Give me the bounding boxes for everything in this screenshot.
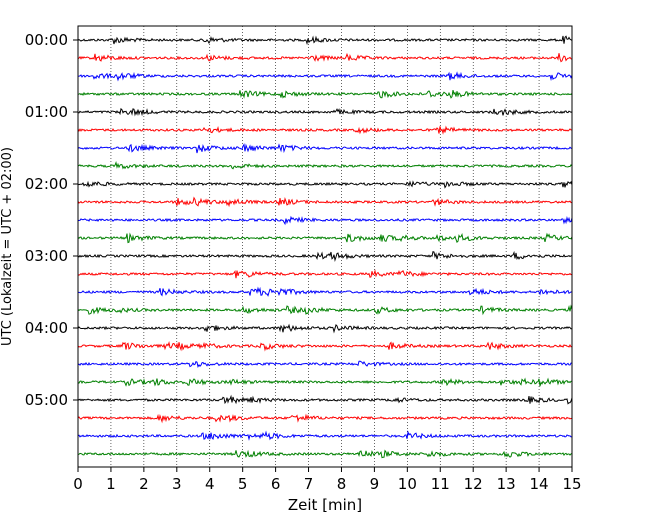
grid-lines (111, 26, 539, 467)
x-tick-label: 12 (464, 475, 483, 493)
trace-17 (78, 325, 572, 332)
trace-18 (78, 342, 572, 349)
x-tick-label: 15 (562, 475, 581, 493)
trace-16 (78, 306, 572, 314)
x-tick-label: 14 (530, 475, 549, 493)
trace-15 (78, 288, 572, 295)
x-tick-label: 0 (73, 475, 83, 493)
y-tick-label: 04:00 (25, 319, 68, 337)
trace-14 (78, 271, 572, 279)
y-tick-label: 00:00 (25, 31, 68, 49)
trace-13 (78, 252, 572, 260)
trace-10 (78, 198, 572, 206)
x-tick-label: 3 (172, 475, 182, 493)
trace-1 (78, 36, 572, 44)
plot-frame (78, 26, 572, 467)
y-axis-label: UTC (Lokalzeit = UTC + 02:00) (0, 147, 15, 346)
trace-3 (78, 73, 572, 80)
trace-23 (78, 432, 572, 439)
trace-9 (78, 182, 572, 188)
y-tick-label: 05:00 (25, 391, 68, 409)
trace-5 (78, 109, 572, 116)
trace-6 (78, 126, 572, 133)
x-tick-label: 5 (238, 475, 248, 493)
x-tick-label: 6 (271, 475, 281, 493)
x-axis-ticks: 0 1 2 3 4 5 6 7 8 9 10 11 12 13 14 15 (73, 467, 581, 493)
trace-7 (78, 145, 572, 153)
trace-20 (78, 379, 572, 387)
trace-12 (78, 234, 572, 243)
trace-8 (78, 163, 572, 169)
trace-19 (78, 361, 572, 366)
y-tick-label: 03:00 (25, 247, 68, 265)
trace-11 (78, 217, 572, 224)
x-tick-label: 8 (337, 475, 347, 493)
x-axis-label: Zeit [min] (288, 496, 362, 514)
x-tick-label: 11 (431, 475, 450, 493)
x-tick-label: 10 (398, 475, 417, 493)
trace-21 (78, 396, 572, 404)
trace-2 (78, 53, 572, 61)
trace-24 (78, 450, 572, 457)
seismic-traces (78, 36, 572, 458)
trace-22 (78, 415, 572, 421)
trace-4 (78, 90, 572, 98)
x-tick-label: 9 (370, 475, 380, 493)
x-tick-label: 2 (139, 475, 149, 493)
x-tick-label: 7 (304, 475, 314, 493)
y-tick-label: 01:00 (25, 103, 68, 121)
x-tick-label: 4 (205, 475, 215, 493)
x-tick-label: 1 (106, 475, 116, 493)
x-tick-label: 13 (497, 475, 516, 493)
y-tick-label: 02:00 (25, 175, 68, 193)
y-axis-ticks: 00:00 01:00 02:00 03:00 04:00 05:00 (25, 31, 78, 409)
